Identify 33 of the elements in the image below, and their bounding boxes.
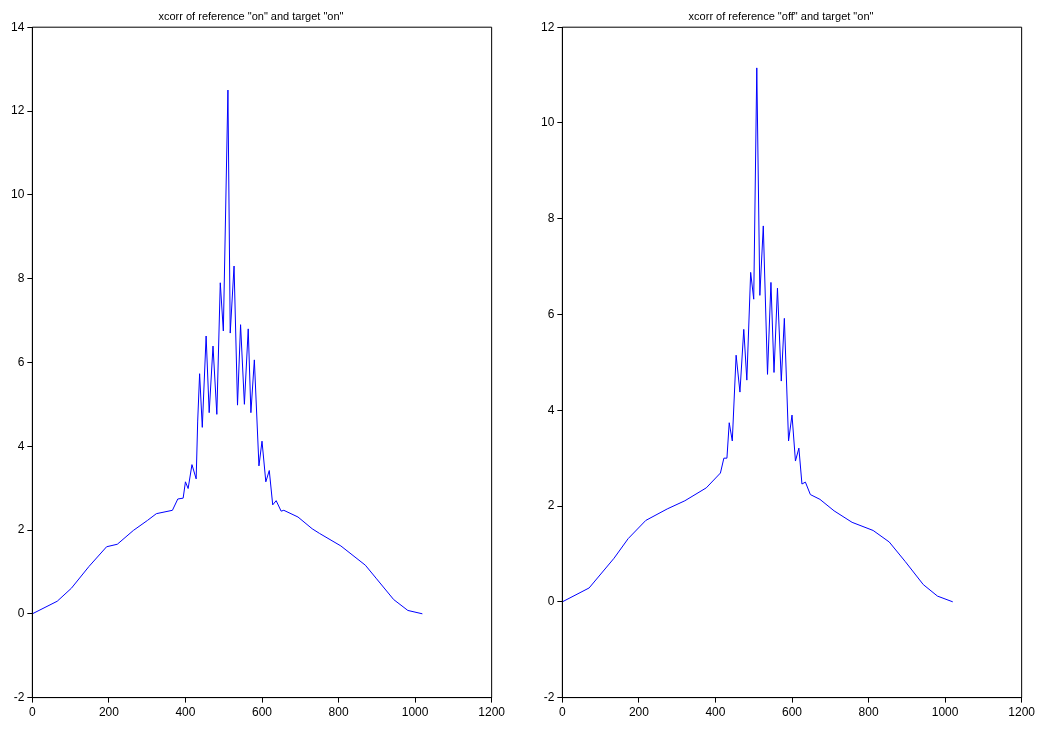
- y-tick-label: 4: [17, 438, 25, 453]
- y-tick-label: 10: [10, 187, 25, 202]
- x-tick-label: 400: [175, 705, 196, 720]
- x-tick-label: 400: [705, 705, 726, 720]
- y-tick-label: 12: [10, 103, 25, 118]
- y-tick-label: 6: [17, 354, 25, 369]
- y-tick-label: 6: [547, 306, 555, 321]
- y-tick-label: 8: [17, 270, 25, 285]
- x-tick-label: 800: [328, 705, 349, 720]
- x-tick-label: 600: [781, 705, 803, 720]
- x-tick-label: 0: [559, 705, 566, 720]
- x-tick-label: 800: [858, 705, 879, 720]
- x-tick-label: 1000: [931, 705, 959, 720]
- y-tick-label: 2: [17, 522, 25, 537]
- x-tick-label: 200: [628, 705, 650, 720]
- x-tick-label: 1200: [1008, 705, 1036, 720]
- y-tick-label: 10: [540, 115, 555, 130]
- y-tick-label: 0: [547, 594, 555, 609]
- x-tick-label: 200: [98, 705, 120, 720]
- y-tick-label: -2: [13, 689, 25, 704]
- y-tick-label: 14: [10, 19, 25, 34]
- y-tick-label: 4: [547, 402, 555, 417]
- x-tick-label: 1000: [401, 705, 429, 720]
- y-tick-label: 12: [540, 19, 555, 34]
- x-tick-label: 0: [29, 705, 36, 720]
- chart-title: xcorr of reference "on" and target "on": [158, 9, 344, 22]
- chart-title: xcorr of reference "off" and target "on": [688, 9, 874, 22]
- x-tick-label: 1200: [478, 705, 506, 720]
- y-tick-label: -2: [543, 689, 555, 704]
- y-tick-label: 8: [547, 211, 555, 226]
- y-tick-label: 0: [17, 606, 25, 621]
- y-tick-label: 2: [547, 498, 555, 513]
- x-tick-label: 600: [251, 705, 273, 720]
